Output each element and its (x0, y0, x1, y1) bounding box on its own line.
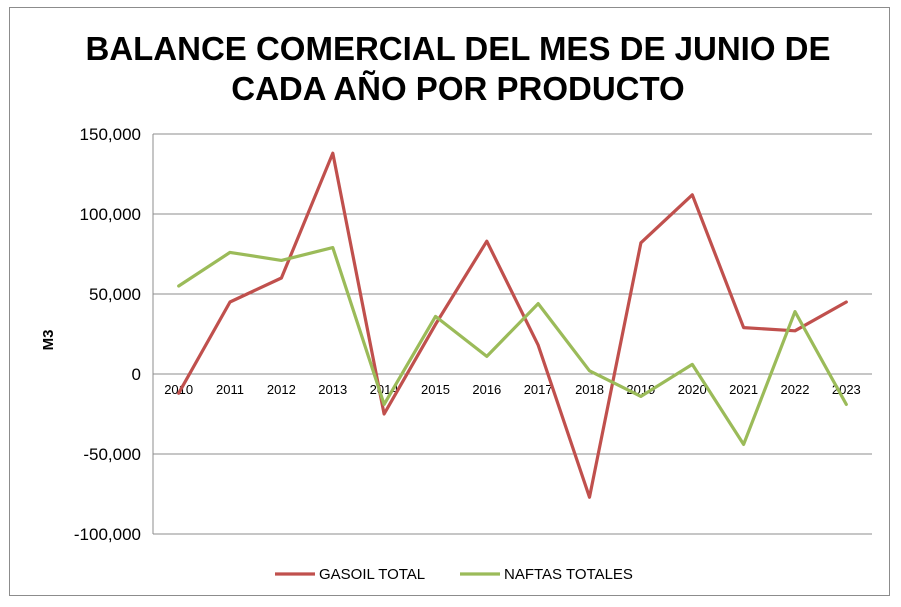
y-tick-label: -50,000 (83, 445, 141, 464)
legend-label: NAFTAS TOTALES (504, 566, 633, 583)
x-tick-label: 2013 (318, 382, 347, 397)
y-tick-label: -100,000 (74, 525, 141, 544)
y-tick-label: 150,000 (80, 125, 141, 144)
x-tick-label: 2012 (267, 382, 296, 397)
x-tick-label: 2021 (729, 382, 758, 397)
x-tick-label: 2017 (524, 382, 553, 397)
y-tick-label: 100,000 (80, 205, 141, 224)
series-lines (177, 151, 848, 499)
y-tick-label: 0 (132, 365, 141, 384)
legend-label: GASOIL TOTAL (319, 566, 425, 583)
series-line-gasoil-total (177, 151, 848, 499)
x-tick-label: 2011 (216, 382, 244, 397)
x-tick-label: 2022 (781, 382, 810, 397)
line-chart: BALANCE COMERCIAL DEL MES DE JUNIO DE CA… (40, 30, 872, 583)
gridlines (153, 133, 872, 535)
x-tick-label: 2020 (678, 382, 707, 397)
x-tick-labels: 2010 2011 2012 2013 2014 2015 2016 2017 2018 2019… (164, 382, 861, 397)
axes (152, 134, 872, 534)
y-tick-labels: -100,000 -50,000 0 50,000 100,000 150,000 (74, 125, 141, 544)
x-tick-label: 2016 (472, 382, 501, 397)
y-tick-label: 50,000 (89, 285, 141, 304)
y-axis-label: M3 (40, 330, 57, 351)
chart-frame: BALANCE COMERCIAL DEL MES DE JUNIO DE CA… (9, 7, 890, 596)
legend: GASOIL TOTAL NAFTAS TOTALES (275, 566, 633, 583)
x-tick-label: 2015 (421, 382, 450, 397)
x-tick-label: 2010 (164, 382, 193, 397)
chart-title-line-2: CADA AÑO POR PRODUCTO (231, 70, 684, 107)
chart-title-line-1: BALANCE COMERCIAL DEL MES DE JUNIO DE (85, 30, 830, 67)
x-tick-label: 2018 (575, 382, 604, 397)
series-line-naftas-totales (177, 246, 848, 446)
